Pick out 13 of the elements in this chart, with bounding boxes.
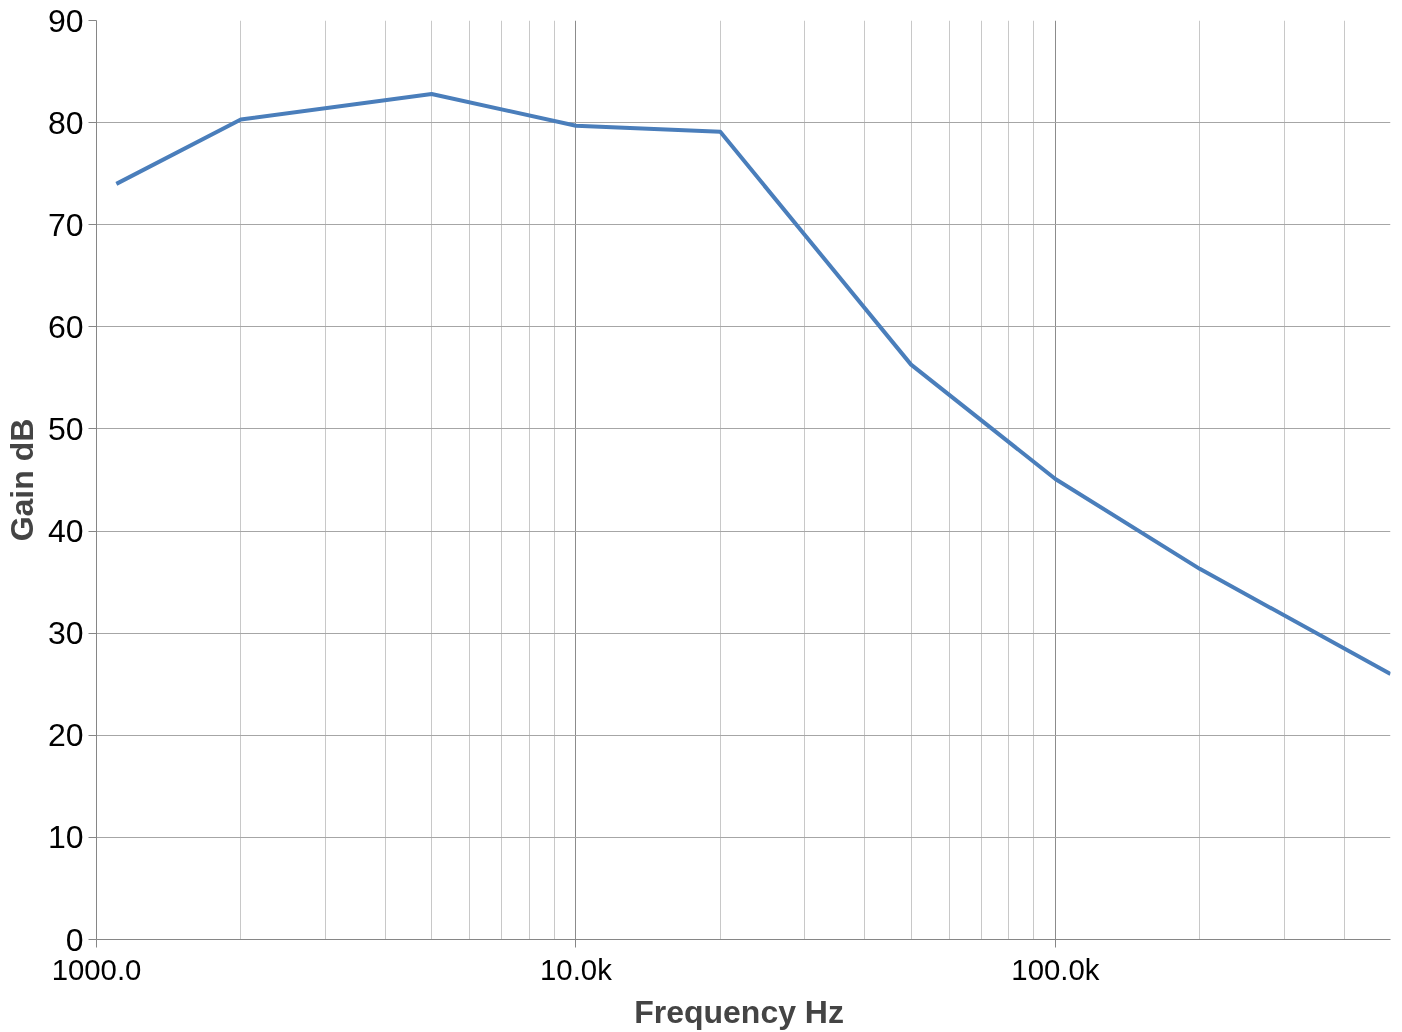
y-tick-label: 40 bbox=[47, 513, 84, 550]
y-axis-title: Gain dB bbox=[3, 418, 40, 542]
y-tick-label: 80 bbox=[47, 104, 84, 141]
y-tick-label: 50 bbox=[47, 410, 84, 447]
y-tick-label: 60 bbox=[47, 308, 84, 345]
y-tick-label: 10 bbox=[47, 819, 84, 856]
x-tick-label: 100.0k bbox=[1011, 952, 1100, 986]
y-tick-label: 30 bbox=[47, 615, 84, 652]
x-axis-title: Frequency Hz bbox=[634, 993, 844, 1030]
x-tick-label: 10.0k bbox=[540, 952, 613, 986]
y-tick-label: 70 bbox=[47, 206, 84, 243]
y-tick-label: 20 bbox=[47, 717, 84, 754]
y-tick-label: 90 bbox=[47, 2, 84, 39]
